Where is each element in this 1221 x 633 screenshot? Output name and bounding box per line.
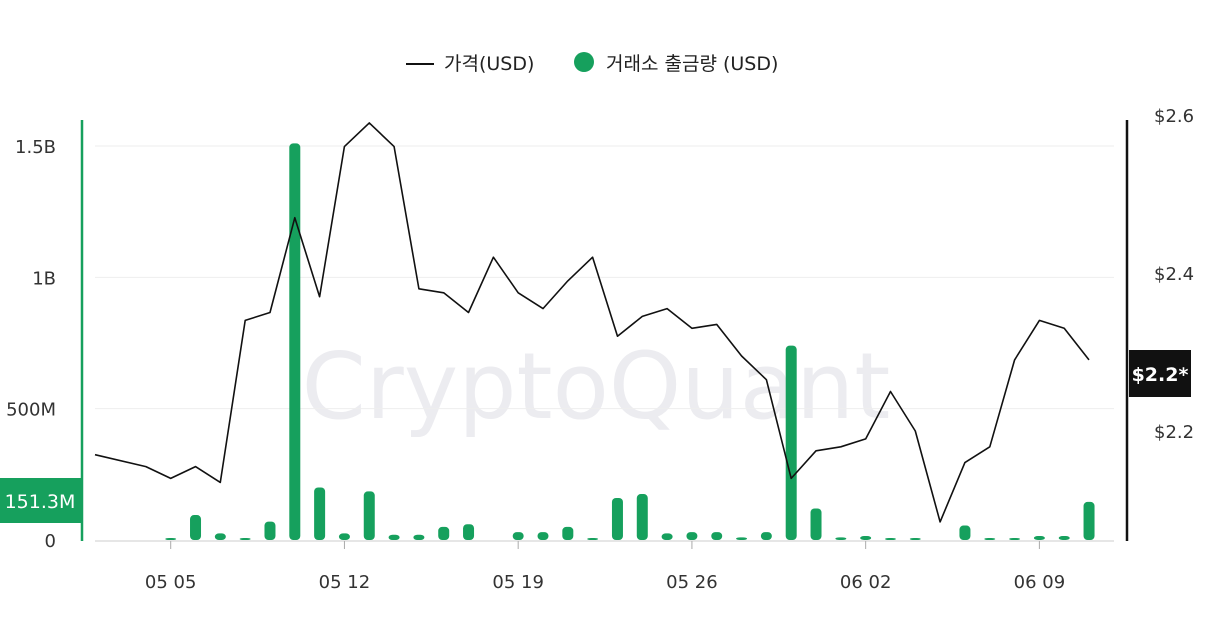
- outflow-bar: [736, 537, 748, 540]
- outflow-bar: [810, 508, 822, 540]
- outflow-bar: [363, 491, 375, 540]
- right-value-badge-bg: [1129, 350, 1191, 397]
- outflow-bar: [909, 538, 921, 540]
- x-tick-label: 06 09: [1014, 572, 1066, 593]
- price-line: [94, 122, 1090, 523]
- legend-outflow-label: 거래소 출금량 (USD): [606, 53, 778, 75]
- outflow-bar: [1009, 538, 1021, 540]
- outflow-bar: [1083, 501, 1095, 540]
- outflow-bar: [661, 533, 673, 540]
- outflow-bar: [512, 532, 524, 540]
- right-value-badge: $2.2*: [1129, 350, 1191, 397]
- right-tick-label: $2.6: [1154, 106, 1194, 127]
- outflow-bar: [636, 494, 648, 540]
- outflow-bar: [165, 538, 177, 540]
- left-tick-label: 0: [45, 531, 56, 552]
- x-tick-label: 05 19: [492, 572, 544, 593]
- right-value-badge-text: $2.2*: [1132, 364, 1189, 386]
- outflow-bar: [264, 521, 276, 540]
- right-tick-label: $2.2: [1154, 422, 1194, 443]
- legend-outflow-dot-icon: [574, 52, 594, 72]
- outflow-bar: [611, 497, 623, 540]
- outflow-bar: [562, 526, 574, 540]
- outflow-bar: [289, 143, 301, 540]
- left-tick-label: 500M: [6, 400, 56, 421]
- outflow-bar: [338, 533, 350, 540]
- outflow-bar: [860, 536, 872, 540]
- legend-price-label: 가격(USD): [444, 53, 534, 75]
- right-tick-label: $2.4: [1154, 264, 1194, 285]
- outflow-bar: [959, 525, 971, 540]
- outflow-bar: [438, 526, 450, 540]
- legend: 가격(USD) 거래소 출금량 (USD): [406, 52, 778, 75]
- outflow-bar: [314, 487, 326, 540]
- outflow-bar: [587, 538, 599, 540]
- x-tick-label: 05 05: [145, 572, 197, 593]
- outflow-bar: [190, 515, 202, 540]
- outflow-bar: [686, 532, 698, 540]
- outflow-bar: [463, 524, 475, 540]
- left-tick-label: 1B: [32, 268, 56, 289]
- outflow-bar: [1058, 536, 1070, 540]
- outflow-bar: [711, 532, 723, 540]
- left-axis-ticks: 0 500M 1B 1.5B: [6, 137, 56, 552]
- x-tick-label: 05 26: [666, 572, 718, 593]
- outflow-bar: [984, 538, 996, 540]
- outflow-bar: [785, 345, 797, 540]
- bar-series: [165, 143, 1095, 540]
- watermark: CryptoQuant: [302, 333, 891, 440]
- left-value-badge-bg: [0, 478, 81, 523]
- outflow-bar: [537, 532, 549, 540]
- grid: [95, 145, 1114, 410]
- price-series: [94, 122, 1090, 523]
- right-axis-ticks: $2.2 $2.4 $2.6: [1154, 106, 1194, 443]
- outflow-bar: [388, 534, 400, 540]
- outflow-bar: [760, 532, 772, 540]
- left-value-badge: 151.3M: [0, 478, 81, 523]
- left-tick-label: 1.5B: [15, 137, 56, 158]
- outflow-bar: [835, 537, 847, 540]
- left-value-badge-text: 151.3M: [5, 491, 76, 513]
- x-tick-label: 06 02: [840, 572, 892, 593]
- outflow-bar: [884, 538, 896, 540]
- outflow-bar: [413, 534, 425, 540]
- outflow-bar: [1033, 536, 1045, 540]
- x-axis-ticks: 05 05 05 12 05 19 05 26 06 02 06 09: [145, 541, 1065, 593]
- x-tick-label: 05 12: [319, 572, 371, 593]
- outflow-bar: [214, 533, 226, 540]
- outflow-bar: [239, 538, 251, 540]
